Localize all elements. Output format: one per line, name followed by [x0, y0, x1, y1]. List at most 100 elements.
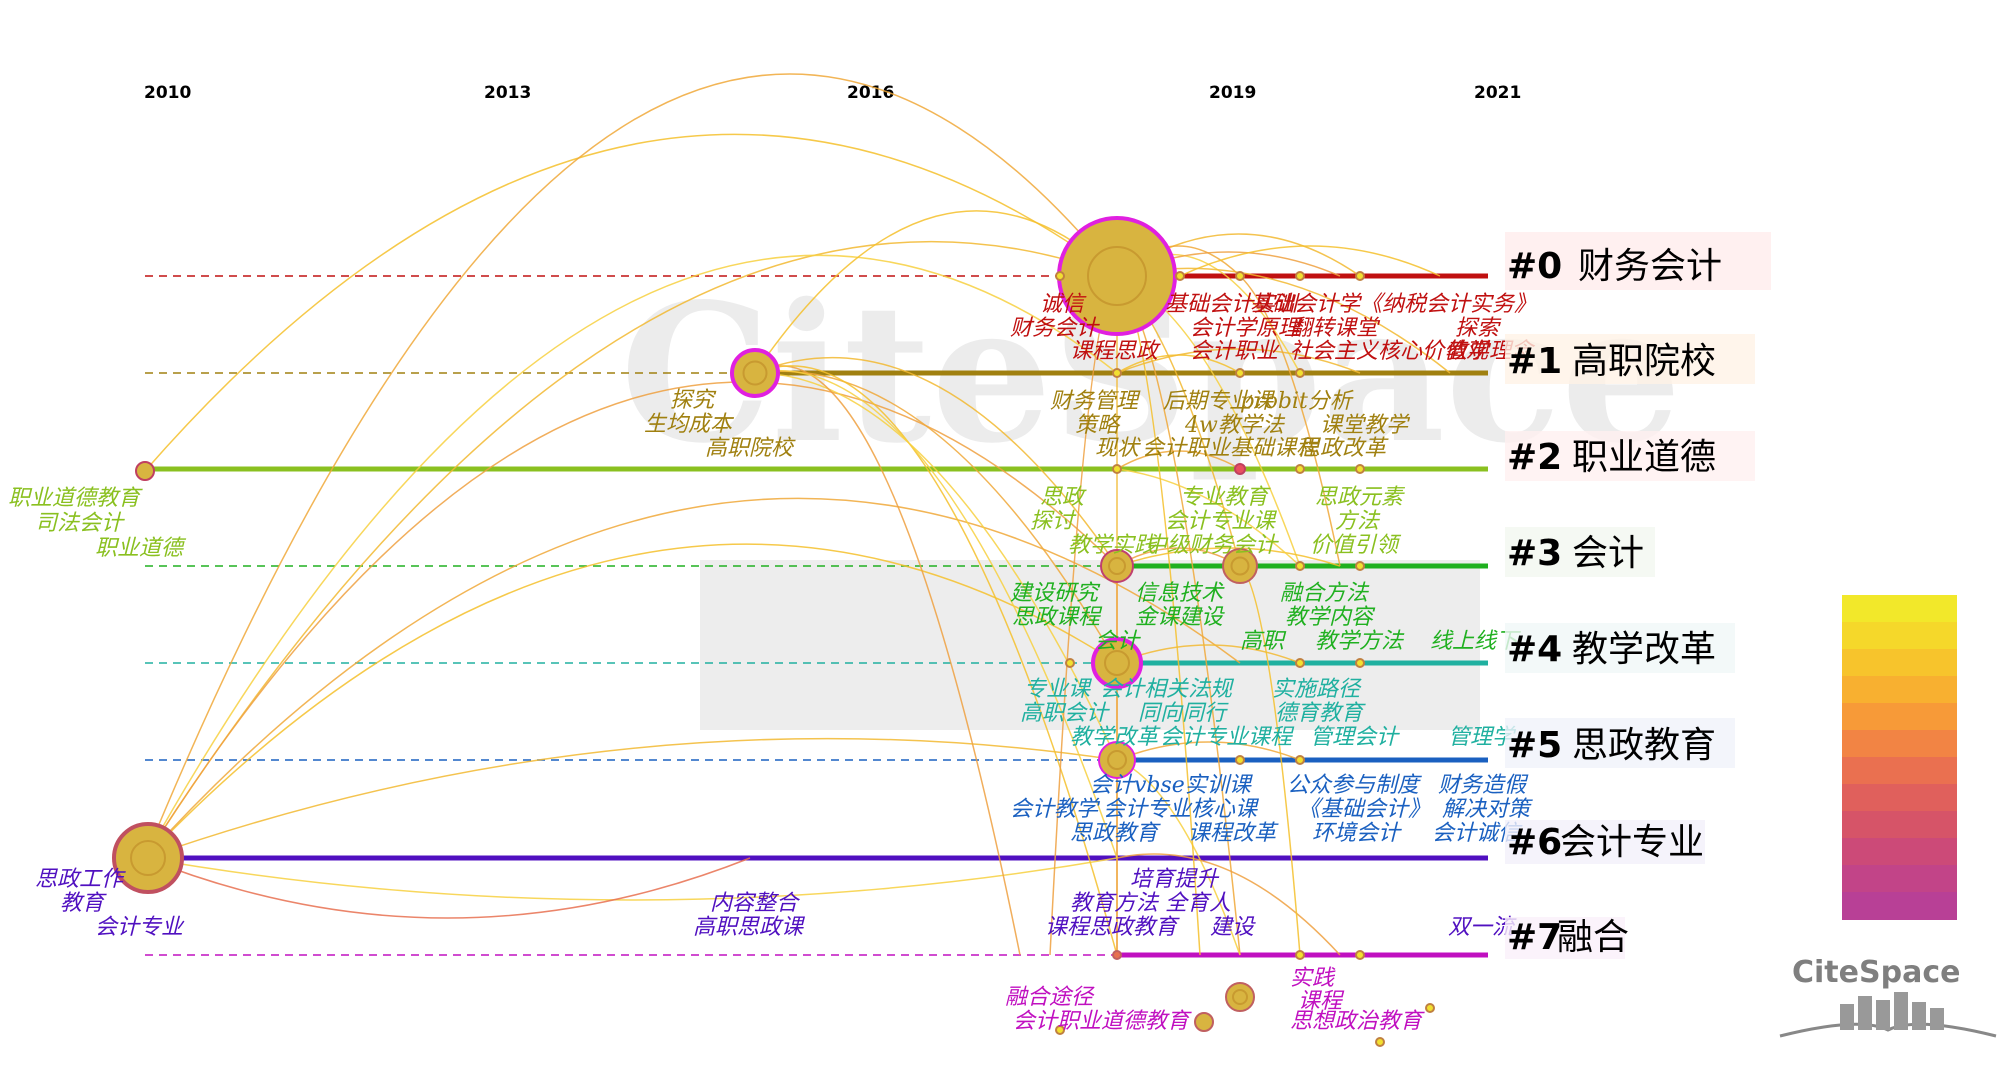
keyword-label[interactable]: 教学方法	[1315, 629, 1405, 654]
keyword-node[interactable]	[1355, 464, 1365, 474]
keyword-label[interactable]: 专业课	[1024, 677, 1093, 702]
keyword-label[interactable]: 解决对策	[1442, 797, 1533, 822]
keyword-node[interactable]	[112, 822, 184, 894]
keyword-label[interactable]: 现状	[1095, 436, 1141, 461]
keyword-node[interactable]	[1295, 368, 1305, 378]
keyword-node[interactable]	[1355, 658, 1365, 668]
keyword-label[interactable]: 职业道德教育	[8, 486, 143, 511]
keyword-node[interactable]	[730, 348, 780, 398]
keyword-label[interactable]: 财务造假	[1438, 773, 1529, 798]
keyword-node[interactable]	[1112, 464, 1122, 474]
keyword-label[interactable]: 方法	[1335, 509, 1381, 534]
keyword-node[interactable]	[1235, 271, 1245, 281]
keyword-label[interactable]: 翻转课堂	[1290, 316, 1381, 341]
keyword-label[interactable]: 探讨	[1030, 509, 1077, 534]
keyword-label[interactable]: 课程改革	[1188, 821, 1279, 846]
keyword-label[interactable]: 高职思政课	[693, 915, 806, 940]
keyword-label[interactable]: 专业教育	[1180, 485, 1271, 510]
keyword-node[interactable]	[135, 461, 155, 481]
keyword-label[interactable]: 会计职业基础课程	[1142, 436, 1321, 461]
keyword-label[interactable]: 全育人	[1165, 891, 1231, 916]
keyword-node[interactable]	[1222, 548, 1258, 584]
keyword-label[interactable]: 思政教育	[1070, 821, 1161, 846]
keyword-node[interactable]	[1112, 950, 1122, 960]
keyword-node[interactable]	[1235, 368, 1245, 378]
keyword-node[interactable]	[1375, 1037, 1385, 1047]
keyword-node[interactable]	[1295, 561, 1305, 571]
keyword-label[interactable]: 会计教学	[1010, 797, 1101, 822]
cluster-label-2[interactable]: #2 职业道德	[1505, 431, 1755, 481]
keyword-label[interactable]: 基础会计实训	[1165, 292, 1300, 317]
keyword-label[interactable]: 诚信	[1040, 292, 1087, 317]
keyword-label[interactable]: 探索	[1455, 316, 1502, 341]
keyword-node[interactable]	[1355, 271, 1365, 281]
keyword-label[interactable]: 教学内容	[1285, 605, 1376, 630]
keyword-label[interactable]: 策略	[1075, 413, 1122, 438]
keyword-node[interactable]	[1055, 1025, 1065, 1035]
keyword-label[interactable]: 财务管理	[1050, 389, 1141, 414]
keyword-label[interactable]: 思政工作	[35, 867, 126, 892]
keyword-label[interactable]: 教学改革	[1070, 725, 1161, 750]
keyword-node[interactable]	[1295, 755, 1305, 765]
keyword-label[interactable]: 生均成本	[644, 412, 735, 437]
keyword-node[interactable]	[1225, 982, 1255, 1012]
keyword-label[interactable]: 思政元素	[1315, 485, 1406, 510]
keyword-label[interactable]: 实施路径	[1272, 677, 1362, 702]
keyword-label[interactable]: 后期专业课	[1163, 389, 1276, 414]
keyword-node[interactable]	[1100, 549, 1134, 583]
keyword-label[interactable]: 财务会计	[1010, 316, 1100, 341]
keyword-label[interactable]: 职业道德	[95, 536, 187, 561]
cluster-label-7[interactable]: #7 融合	[1505, 917, 1629, 959]
keyword-label[interactable]: 思想政治教育	[1290, 1009, 1425, 1034]
keyword-label[interactable]: 课程思政	[1070, 339, 1161, 364]
keyword-label[interactable]: 环境会计	[1312, 821, 1402, 846]
keyword-label[interactable]: 会计专业	[95, 915, 185, 940]
keyword-label[interactable]: 会计职业道德教育	[1013, 1009, 1192, 1034]
keyword-label[interactable]: 社会主义核心价值观	[1290, 339, 1491, 364]
keyword-label[interactable]: 中级财务会计	[1145, 533, 1279, 558]
keyword-node[interactable]	[1175, 271, 1185, 281]
keyword-label[interactable]: 教育	[60, 891, 107, 916]
keyword-label[interactable]: 会计vbse实训课	[1090, 773, 1254, 798]
keyword-label[interactable]: 课程	[1298, 989, 1345, 1014]
keyword-node[interactable]	[1234, 463, 1246, 475]
keyword-label[interactable]: 高职	[1240, 629, 1287, 654]
keyword-label[interactable]: 高职会计	[1020, 701, 1110, 726]
keyword-label[interactable]: 德育教育	[1275, 701, 1366, 726]
keyword-label[interactable]: 会计	[1095, 629, 1141, 654]
keyword-node[interactable]	[1295, 950, 1305, 960]
keyword-node[interactable]	[1425, 1003, 1435, 1013]
keyword-label[interactable]: 高职院校	[705, 436, 796, 461]
cluster-label-4[interactable]: #4 教学改革	[1505, 623, 1735, 673]
keyword-node[interactable]	[1091, 637, 1143, 689]
keyword-label[interactable]: 会计专业核心课	[1103, 797, 1260, 822]
keyword-node[interactable]	[1295, 271, 1305, 281]
keyword-label[interactable]: 会计相关法规	[1100, 677, 1235, 702]
keyword-label[interactable]: 金课建设	[1135, 605, 1225, 630]
keyword-node[interactable]	[1098, 741, 1136, 779]
keyword-label[interactable]: 思政改革	[1298, 436, 1389, 461]
keyword-label[interactable]: 课堂教学	[1320, 413, 1411, 438]
keyword-label[interactable]: 会计专业课程	[1160, 725, 1295, 750]
keyword-label[interactable]: 融合方法	[1280, 581, 1370, 606]
keyword-node[interactable]	[1295, 464, 1305, 474]
keyword-node[interactable]	[1194, 1012, 1214, 1032]
keyword-label[interactable]: 管理会计	[1310, 725, 1400, 750]
keyword-node[interactable]	[1055, 271, 1065, 281]
cluster-label-5[interactable]: #5 思政教育	[1505, 718, 1735, 768]
keyword-label[interactable]: 建设研究	[1010, 581, 1101, 606]
keyword-label[interactable]: 教育方法	[1070, 891, 1160, 916]
keyword-label[interactable]: 价值引领	[1310, 533, 1402, 558]
keyword-label[interactable]: 基础会计学《纳税会计实务》	[1250, 292, 1536, 317]
keyword-node[interactable]	[1235, 755, 1245, 765]
keyword-label[interactable]: 培育提升	[1130, 867, 1220, 892]
keyword-label[interactable]: 同向同行	[1138, 701, 1229, 726]
cluster-label-6[interactable]: #6 会计专业	[1505, 820, 1705, 864]
keyword-label[interactable]: 教学实践	[1068, 533, 1158, 558]
keyword-label[interactable]: 课程思政教育	[1045, 915, 1180, 940]
keyword-label[interactable]: 公众参与制度	[1287, 773, 1422, 798]
keyword-label[interactable]: 实践	[1290, 966, 1336, 991]
keyword-node[interactable]	[1295, 658, 1305, 668]
keyword-label[interactable]: probit分析	[1240, 389, 1355, 414]
keyword-label[interactable]: 《基础会计》	[1298, 797, 1430, 822]
